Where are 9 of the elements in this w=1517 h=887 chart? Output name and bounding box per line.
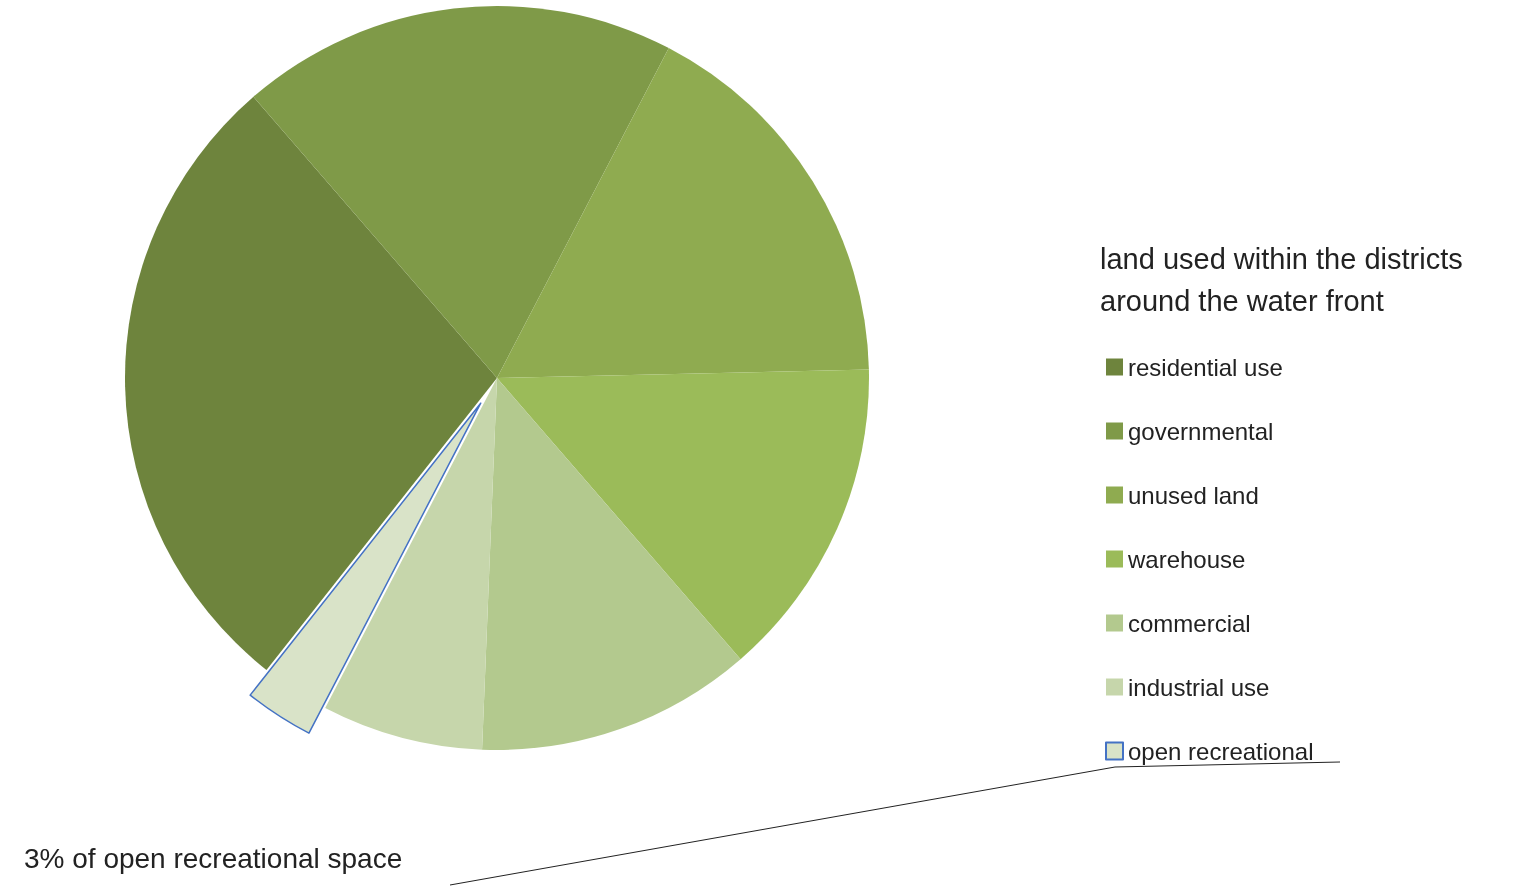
legend-label: open recreational — [1128, 737, 1314, 765]
legend-title: land used within the districts around the water front — [1100, 243, 1471, 317]
legend-label: governmental — [1128, 417, 1274, 445]
legend-label: warehouse — [1127, 545, 1246, 573]
legend-label: unused land — [1128, 481, 1259, 509]
legend-label: commercial — [1128, 609, 1251, 637]
legend-label: residential use — [1128, 353, 1283, 381]
text: 3% of open recreational space — [24, 842, 403, 874]
legend-label: industrial use — [1128, 673, 1270, 701]
